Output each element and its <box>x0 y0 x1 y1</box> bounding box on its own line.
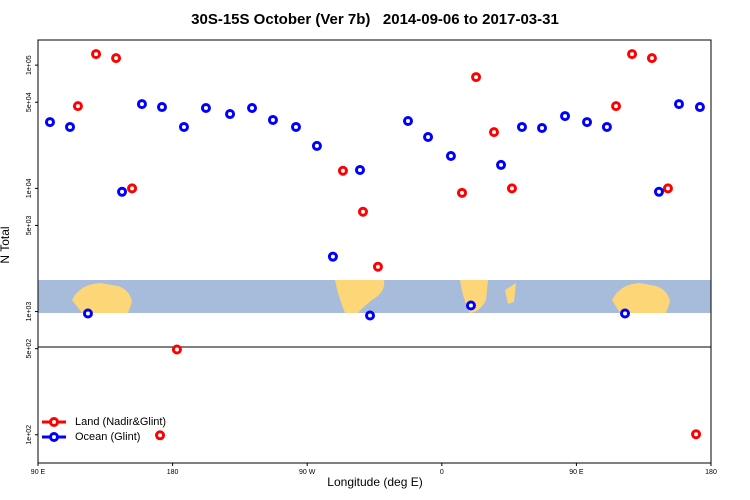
point <box>225 109 236 120</box>
point <box>200 102 211 113</box>
point <box>156 102 167 113</box>
point <box>456 187 467 198</box>
point <box>267 114 278 125</box>
plot-frame <box>37 39 712 464</box>
point <box>155 430 166 441</box>
point <box>117 186 128 197</box>
point <box>357 206 368 217</box>
point <box>662 183 673 194</box>
point <box>171 344 182 355</box>
point <box>445 151 456 162</box>
point <box>327 251 338 262</box>
point <box>601 121 612 132</box>
point <box>65 121 76 132</box>
point <box>354 164 365 175</box>
legend-marker <box>49 432 59 442</box>
point <box>337 165 348 176</box>
y-tick-label: 5e+04 <box>26 92 33 112</box>
y-tick-label: 5e+02 <box>26 339 33 359</box>
point <box>365 310 376 321</box>
chart-title: 30S-15S October (Ver 7b) 2014-09-06 to 2… <box>191 11 559 28</box>
point <box>423 132 434 143</box>
y-tick-label: 1e+04 <box>26 178 33 198</box>
point <box>646 53 657 64</box>
point <box>506 183 517 194</box>
x-tick-label: 180 <box>705 469 717 476</box>
map-strip <box>38 280 711 313</box>
point <box>694 102 705 113</box>
legend-label: Ocean (Glint) <box>75 431 140 443</box>
point <box>653 186 664 197</box>
point <box>44 117 55 128</box>
point <box>471 72 482 83</box>
x-tick-label: 0 <box>440 469 444 476</box>
x-tick-label: 90 W <box>299 469 316 476</box>
point <box>311 140 322 151</box>
x-tick-label: 180 <box>167 469 179 476</box>
point <box>72 101 83 112</box>
point <box>537 122 548 133</box>
point <box>127 183 138 194</box>
y-axis-label: N Total <box>0 226 12 263</box>
point <box>290 121 301 132</box>
point <box>178 121 189 132</box>
point <box>611 101 622 112</box>
point <box>372 261 383 272</box>
point <box>247 102 258 113</box>
point <box>91 49 102 60</box>
point <box>496 159 507 170</box>
point <box>488 127 499 138</box>
y-tick-label: 1e+02 <box>26 425 33 445</box>
point <box>465 300 476 311</box>
x-axis-label: Longitude (deg E) <box>327 475 422 489</box>
x-tick-label: 90 E <box>31 469 46 476</box>
y-tick-label: 1e+05 <box>26 55 33 75</box>
point <box>111 53 122 64</box>
legend-marker <box>49 417 59 427</box>
point <box>560 111 571 122</box>
point <box>516 121 527 132</box>
point <box>403 116 414 127</box>
point <box>136 99 147 110</box>
x-tick-label: 90 E <box>569 469 584 476</box>
y-tick-label: 5e+03 <box>26 216 33 236</box>
legend-label: Land (Nadir&Glint) <box>75 416 166 428</box>
y-tick-label: 1e+03 <box>26 302 33 322</box>
point <box>582 117 593 128</box>
point <box>691 429 702 440</box>
point <box>627 49 638 60</box>
point <box>673 99 684 110</box>
point <box>82 308 93 319</box>
point <box>620 308 631 319</box>
